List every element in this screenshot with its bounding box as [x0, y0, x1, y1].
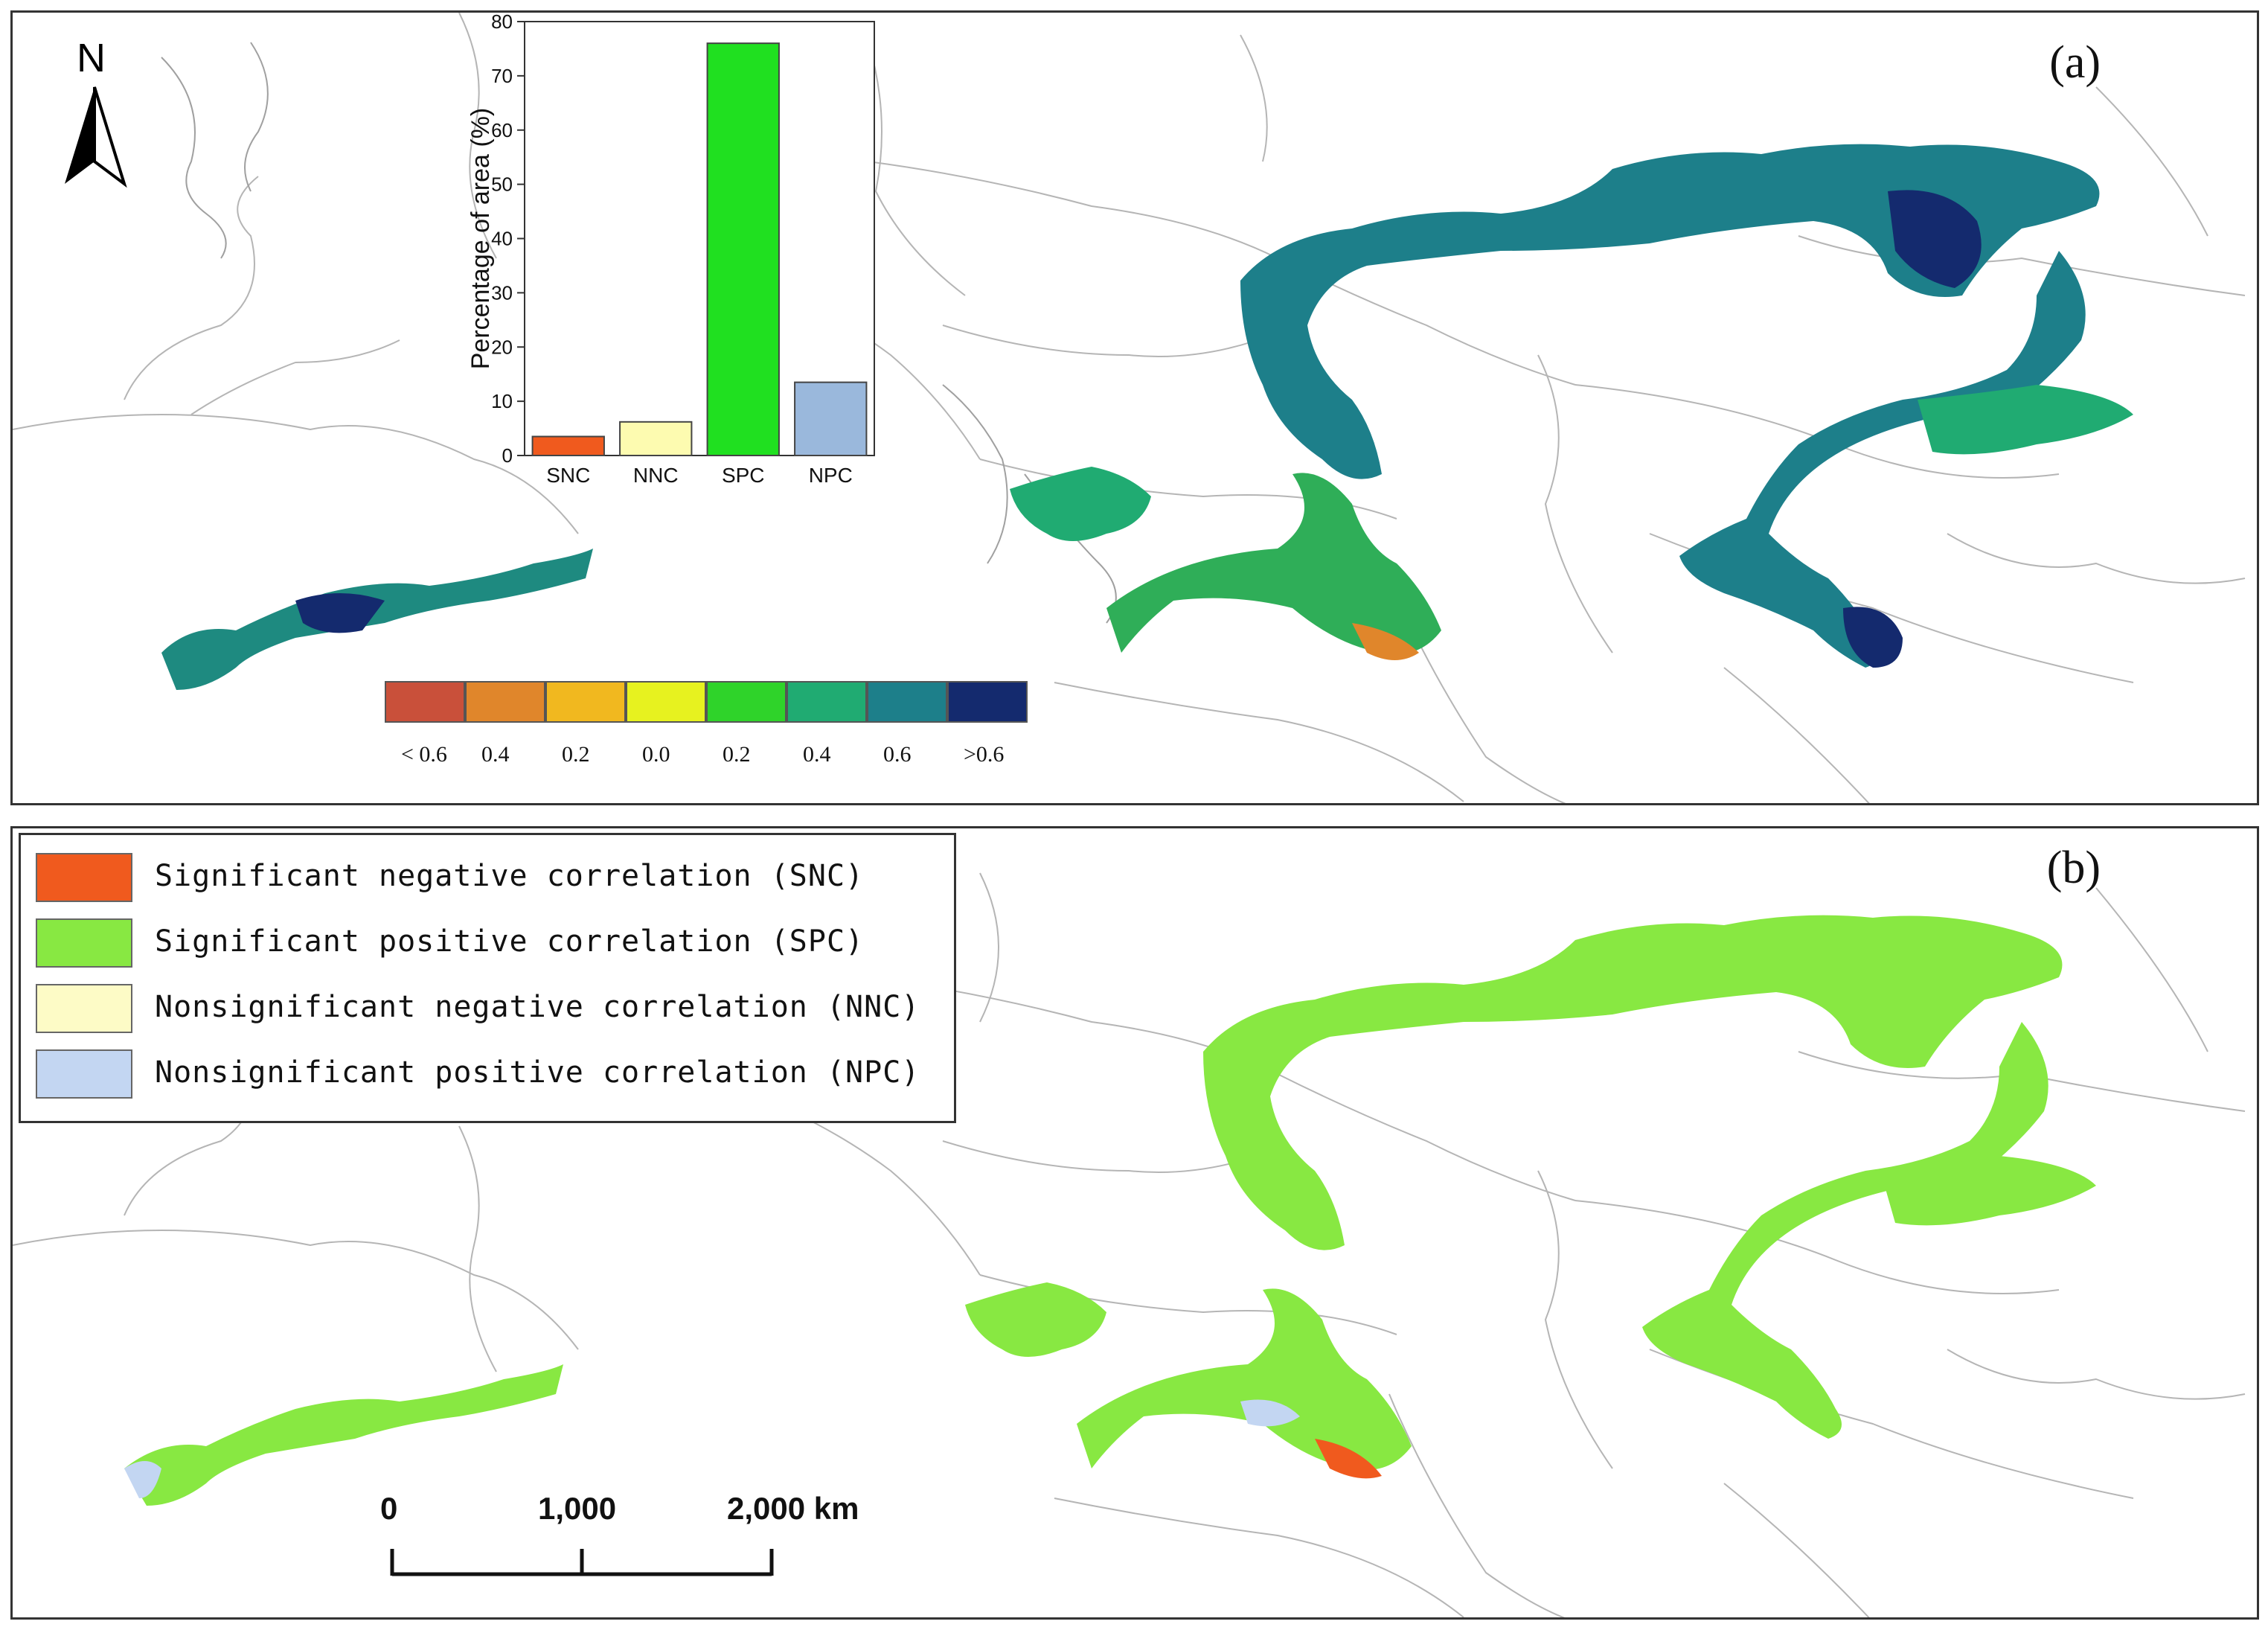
y-tick-label: 60: [491, 119, 513, 141]
legend-item-spc: Significant positive correlation (SPC): [36, 918, 951, 968]
x-tick-label: NPC: [809, 464, 853, 487]
map-panel-b: (b) Significant negative correlation (SN…: [10, 826, 2259, 1620]
legend-item-snc: Significant negative correlation (SNC): [36, 853, 951, 902]
legend-item-npc: Nonsignificant positive correlation (NPC…: [36, 1049, 951, 1099]
legend-label: Significant negative correlation (SNC): [155, 859, 865, 893]
correlation-regions-a: [161, 144, 2133, 690]
colorbar-swatch: [787, 681, 867, 723]
colorbar-swatch: [385, 681, 465, 723]
scale-label-1000: 1,000: [538, 1491, 617, 1526]
colorbar-swatch: [465, 681, 545, 723]
colorbar-swatch: [706, 681, 787, 723]
bar-npc: [794, 381, 868, 456]
legend-swatch: [36, 984, 132, 1033]
y-tick-label: 30: [491, 281, 513, 304]
colorbar-label: < 0.6: [401, 742, 447, 767]
legend-swatch: [36, 1049, 132, 1099]
legend-label: Nonsignificant negative correlation (NNC…: [155, 990, 920, 1024]
inset-chart-svg: 0 10 20 30 40 50 60 70 80 Percentage of area (%) S…: [467, 13, 875, 487]
x-tick-label: NNC: [633, 464, 679, 487]
north-label: N: [77, 36, 106, 80]
basemap-a: [13, 13, 2246, 803]
bar-spc: [706, 42, 780, 456]
colorbar-swatch: [947, 681, 1028, 723]
legend-swatch: [36, 853, 132, 902]
basemap-b: [13, 872, 2246, 1617]
colorbar-swatch: [545, 681, 626, 723]
colorbar-label: >0.6: [964, 742, 1005, 767]
y-tick-label: 70: [491, 65, 513, 87]
y-tick-label: 10: [491, 390, 513, 412]
country-borders-a: [13, 13, 2246, 803]
panel-label-b: (b): [2046, 843, 2101, 893]
y-tick-label: 20: [491, 336, 513, 358]
colorbar-label: 0.2: [562, 742, 590, 767]
legend-label: Nonsignificant positive correlation (NPC…: [155, 1055, 920, 1090]
correlation-regions-b: [124, 915, 2096, 1506]
colorbar-label: 0.0: [642, 742, 670, 767]
north-arrow-icon: [65, 86, 127, 188]
scale-bar: 0 1,000 2,000 km: [362, 1491, 859, 1602]
inset-bar-chart: 0 10 20 30 40 50 60 70 80 Percentage of area (%) S…: [458, 13, 904, 519]
bar-snc: [531, 435, 605, 457]
colorbar-label: 0.4: [481, 742, 510, 767]
colorbar-label: 0.6: [883, 742, 912, 767]
legend-swatch: [36, 918, 132, 968]
x-tick-label: SNC: [546, 464, 590, 487]
scale-label-2000: 2,000 km: [727, 1491, 859, 1526]
scale-label-0: 0: [380, 1491, 398, 1526]
map-panel-a: (a) N 0 10 20 30 40 50 60 70 80 Percentage of are…: [10, 10, 2259, 805]
panel-label-a: (a): [2049, 37, 2101, 88]
north-arrow: N: [50, 35, 139, 206]
y-tick-label: 50: [491, 173, 513, 196]
y-axis-label: Percentage of area (%): [467, 108, 495, 370]
colorbar-swatch: [626, 681, 706, 723]
legend: Significant negative correlation (SNC) S…: [19, 833, 956, 1123]
legend-label: Significant positive correlation (SPC): [155, 924, 865, 959]
y-tick-label: 40: [491, 228, 513, 250]
x-tick-label: SPC: [722, 464, 765, 487]
colorbar-label: 0.2: [723, 742, 751, 767]
colorbar-label: 0.4: [803, 742, 831, 767]
scale-bar-line: [390, 1549, 774, 1576]
legend-item-nnc: Nonsignificant negative correlation (NNC…: [36, 984, 951, 1033]
y-tick-label: 0: [502, 444, 513, 467]
bar-nnc: [619, 421, 693, 457]
colorbar-swatch: [867, 681, 947, 723]
y-tick-label: 80: [491, 13, 513, 33]
